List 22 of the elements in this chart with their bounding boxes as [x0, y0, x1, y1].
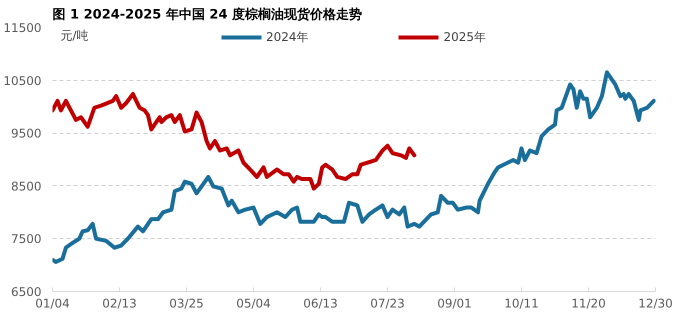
x-tick-label: 05/04	[236, 296, 271, 310]
x-tick-label: 07/23	[370, 296, 405, 310]
x-tick-label: 10/11	[504, 296, 539, 310]
x-tick-label: 12/30	[638, 296, 673, 310]
legend-label: 2024年	[266, 28, 308, 46]
x-tick-label: 01/04	[35, 296, 70, 310]
chart-title: 图 1 2024-2025 年中国 24 度棕榈油现货价格走势	[52, 6, 362, 22]
line-series	[52, 92, 416, 191]
x-tick-label: 11/20	[571, 296, 606, 310]
x-tick-label: 06/13	[303, 296, 338, 310]
y-tick-label: 7500	[10, 232, 42, 246]
y-axis-title: 元/吨	[60, 28, 89, 42]
x-tick-label: 02/13	[102, 296, 137, 310]
x-tick-label: 09/01	[437, 296, 472, 310]
y-tick-label: 9500	[10, 126, 42, 141]
legend-label: 2025年	[444, 28, 486, 46]
y-tick-label: 11500	[3, 21, 42, 35]
y-tick-label: 10500	[3, 74, 42, 88]
y-tick-label: 6500	[10, 285, 42, 299]
line-series	[52, 70, 656, 264]
y-tick-label: 8500	[10, 179, 42, 194]
x-tick-label: 03/25	[169, 296, 204, 310]
